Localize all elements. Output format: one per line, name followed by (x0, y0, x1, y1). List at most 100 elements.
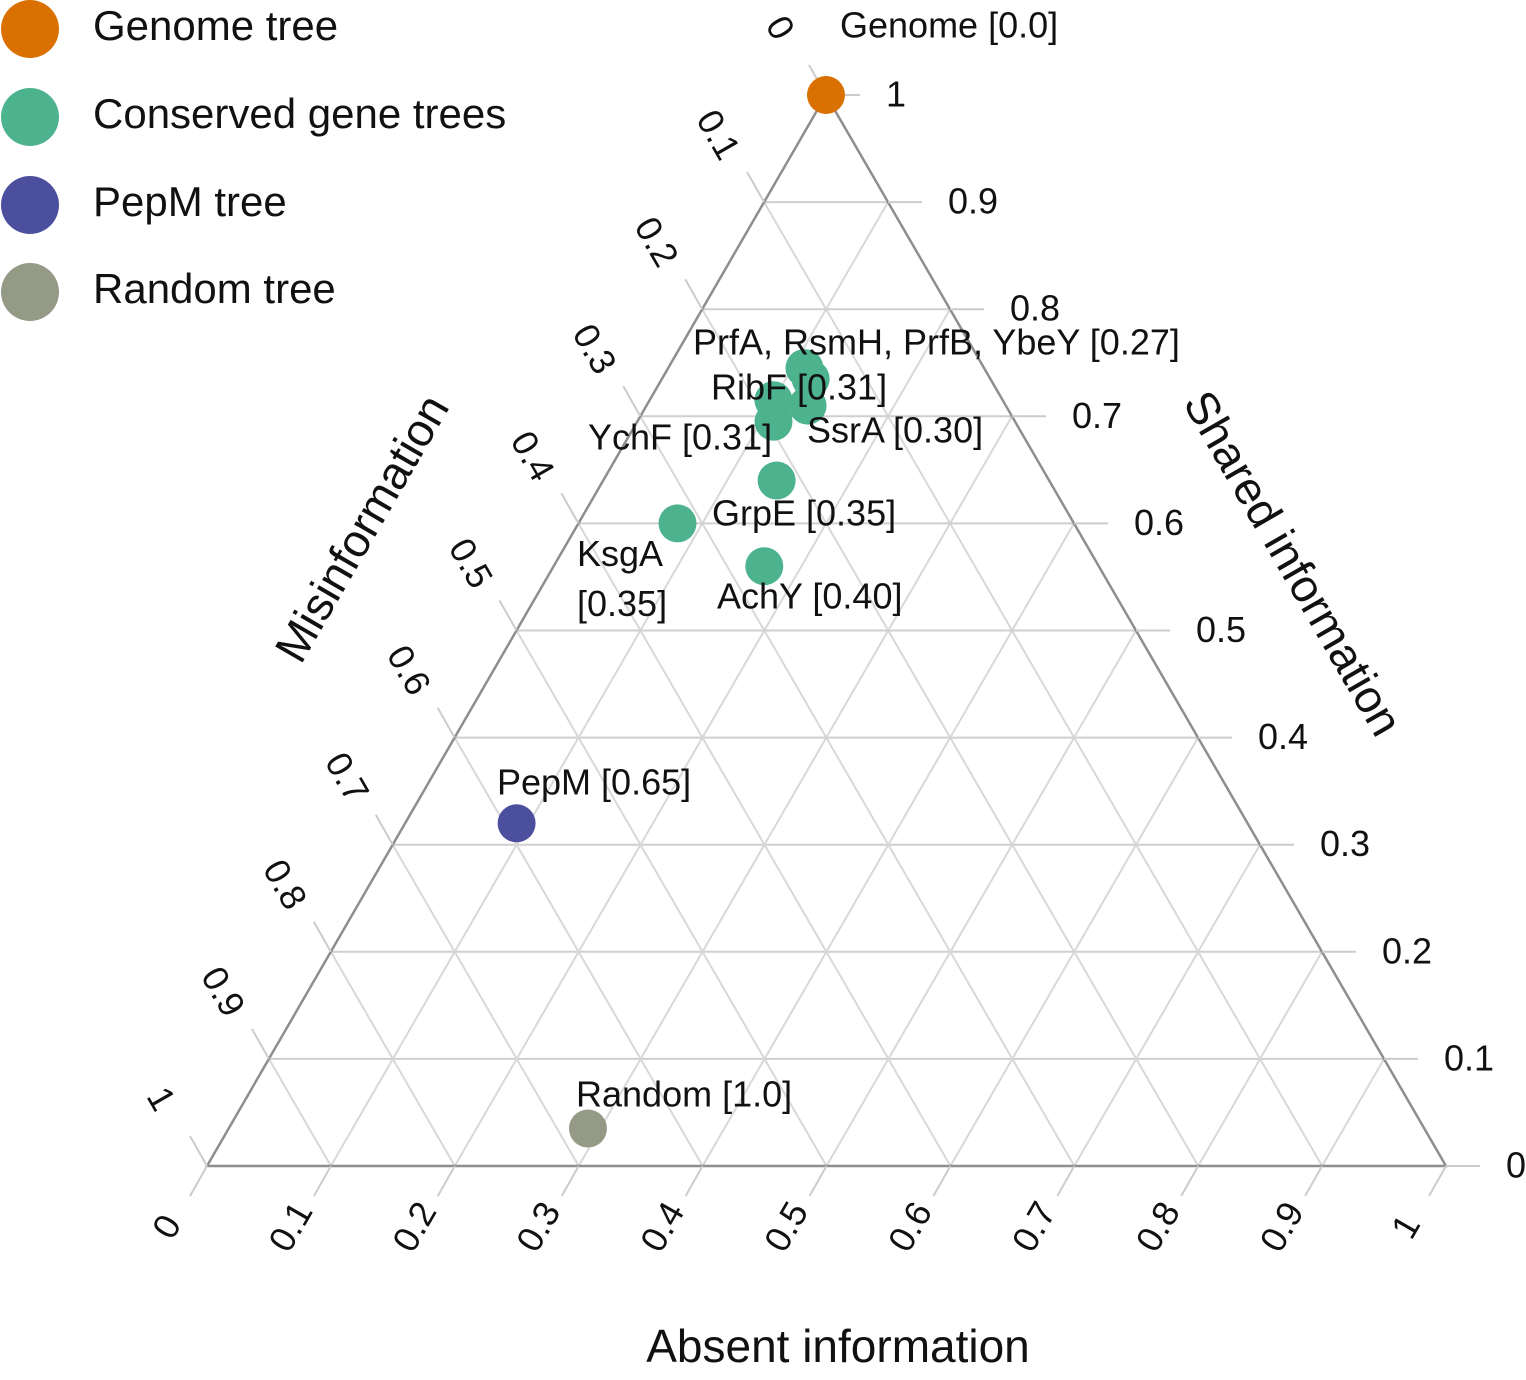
tick-label-shared: 0 (1506, 1145, 1526, 1186)
tick-absent (684, 1165, 704, 1197)
tick-label-misinformation: 0.5 (441, 531, 502, 595)
point-label: SsrA [0.30] (807, 410, 983, 451)
tick-label-misinformation: 0.8 (255, 852, 316, 916)
grid-line-misinformation (268, 1058, 332, 1167)
tick-label-misinformation: 0.7 (317, 745, 378, 809)
data-point (757, 461, 796, 500)
tick-label-shared: 0.3 (1320, 823, 1370, 864)
tick-misinformation (189, 1135, 208, 1167)
tick-label-misinformation: 0.9 (193, 959, 254, 1023)
legend-swatch-genome (1, 0, 59, 58)
grid-line-absent (1197, 951, 1323, 1167)
tick-misinformation (498, 600, 518, 631)
grid-lines (268, 201, 1385, 1167)
data-point (754, 402, 793, 441)
tick-label-shared: 0.2 (1382, 930, 1432, 971)
data-point (807, 76, 845, 114)
tick-misinformation (251, 1028, 270, 1060)
tick-absent (1180, 1165, 1200, 1197)
grid-line-absent (1321, 1058, 1385, 1167)
point-label: PrfA, RsmH, PrfB, YbeY [0.27] (693, 322, 1180, 363)
legend: Genome tree Conserved gene trees PepM tr… (1, 0, 506, 321)
tick-absent (189, 1165, 208, 1197)
grid-line-misinformation (639, 415, 1076, 1167)
tick-misinformation (436, 707, 456, 739)
tick-misinformation (746, 171, 765, 203)
tick-label-shared: 0.5 (1196, 609, 1246, 650)
tick-label-shared: 0.9 (948, 181, 998, 222)
data-point (745, 547, 784, 586)
tick-label-misinformation: 0.3 (565, 317, 626, 381)
grid-line-misinformation (329, 951, 456, 1167)
legend-swatch-random (1, 263, 59, 321)
tick-absent (313, 1165, 332, 1197)
tick-label-shared: 1 (886, 74, 906, 115)
tick-label-absent: 0.2 (384, 1195, 445, 1259)
tick-misinformation (560, 492, 580, 524)
tick-label-misinformation: 1 (139, 1080, 185, 1118)
point-label: KsgA [0.35] (577, 533, 667, 624)
axis-title-absent: Absent information (646, 1320, 1030, 1372)
tick-label-shared: 0.1 (1444, 1037, 1494, 1078)
tick-label-absent: 0.6 (880, 1195, 941, 1259)
grid-line-misinformation (391, 844, 580, 1167)
point-label: RibF [0.31] (711, 367, 887, 408)
tick-absent (808, 1165, 828, 1197)
tick-label-absent: 0.8 (1127, 1195, 1188, 1259)
point-label: Random [1.0] (576, 1074, 792, 1115)
tick-misinformation (684, 278, 704, 310)
point-label: Genome [0.0] (840, 5, 1058, 46)
grid-line-misinformation (763, 201, 1323, 1167)
tick-label-absent: 0 (144, 1208, 190, 1246)
tick-label-absent: 0.1 (260, 1195, 321, 1259)
tick-label-absent: 0.7 (1003, 1195, 1064, 1259)
point-labels: Genome [0.0] PrfA, RsmH, PrfB, YbeY [0.27… (497, 5, 1180, 1115)
axis-title-misinformation: Misinformation (264, 386, 459, 671)
tick-marks (189, 64, 1480, 1197)
grid-line-absent (949, 737, 1199, 1167)
point-label: PepM [0.65] (497, 762, 691, 803)
data-point (497, 804, 536, 843)
legend-label-pepm: PepM tree (93, 178, 287, 225)
tick-misinformation (622, 385, 642, 417)
point-label: GrpE [0.35] (712, 493, 896, 534)
axis-title-shared: Shared information (1174, 382, 1413, 745)
tick-absent (932, 1165, 952, 1197)
grid-line-absent (577, 415, 1013, 1167)
legend-label-conserved: Conserved gene trees (93, 90, 506, 137)
tick-misinformation (374, 814, 394, 846)
tick-absent (436, 1165, 456, 1197)
tick-label-misinformation: 0.2 (627, 210, 688, 274)
tick-label-absent: 0.4 (632, 1195, 693, 1259)
legend-swatch-pepm (1, 176, 59, 234)
grid-line-misinformation (515, 629, 828, 1167)
tick-label-misinformation: 0.4 (503, 424, 564, 488)
tick-label-absent: 0.9 (1251, 1195, 1312, 1259)
tick-label-absent: 0.3 (508, 1195, 569, 1259)
tick-label-shared: 0.7 (1072, 395, 1122, 436)
tick-absent (1304, 1165, 1323, 1197)
tick-absent (1428, 1165, 1447, 1197)
grid-line-absent (1073, 844, 1261, 1167)
legend-swatch-conserved (1, 88, 59, 146)
tick-label-absent: 0.5 (756, 1195, 817, 1259)
grid-line-absent (825, 629, 1137, 1167)
point-label: AchY [0.40] (717, 576, 902, 617)
tick-absent (1056, 1165, 1076, 1197)
tick-label-shared: 0.6 (1134, 502, 1184, 543)
tick-label-shared: 0.8 (1010, 288, 1060, 329)
tick-misinformation (312, 921, 332, 953)
tick-label-absent: 1 (1383, 1208, 1429, 1246)
tick-label-shared: 0.4 (1258, 716, 1308, 757)
data-point (788, 386, 827, 425)
data-points (497, 76, 845, 1148)
point-label: YchF [0.31] (588, 417, 772, 458)
tick-label-misinformation: 0.6 (379, 638, 440, 702)
tick-absent (560, 1165, 580, 1197)
tick-label-misinformation: 0 (758, 9, 804, 47)
legend-label-random: Random tree (93, 265, 336, 312)
legend-label-genome: Genome tree (93, 2, 338, 49)
grid-line-misinformation (453, 737, 704, 1167)
data-point (568, 1109, 607, 1148)
